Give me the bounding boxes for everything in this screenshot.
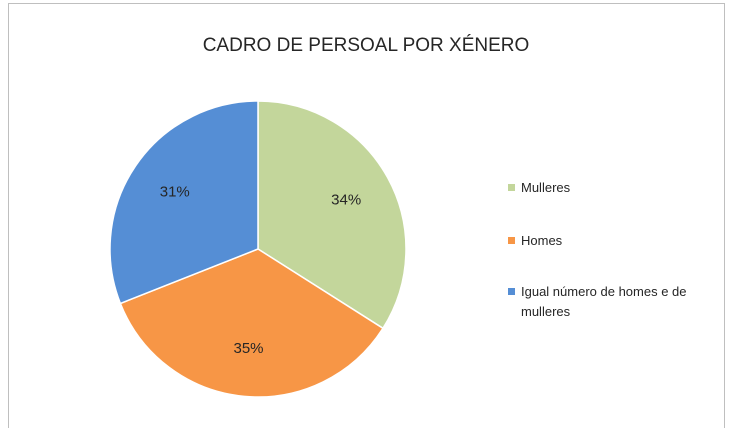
legend-label: Igual número de homes e de mulleres [521, 284, 687, 319]
legend-swatch [508, 184, 515, 191]
pie-slice [119, 248, 384, 398]
legend-label: Homes [521, 233, 563, 248]
pie-slice [257, 100, 407, 330]
legend-label: Mulleres [521, 180, 571, 195]
legend-swatch [508, 237, 515, 244]
pie-slice [109, 100, 259, 305]
legend-swatch [508, 288, 515, 295]
legend-item: Mulleres [508, 178, 718, 198]
data-label: 34% [331, 191, 361, 208]
legend-item: Homes [508, 231, 718, 251]
data-label: 35% [234, 340, 264, 357]
chart-title: CADRO DE PERSOAL POR XÉNERO [203, 35, 530, 56]
data-label: 31% [160, 183, 190, 200]
legend-item: Igual número de homes e de mulleres [508, 282, 718, 322]
